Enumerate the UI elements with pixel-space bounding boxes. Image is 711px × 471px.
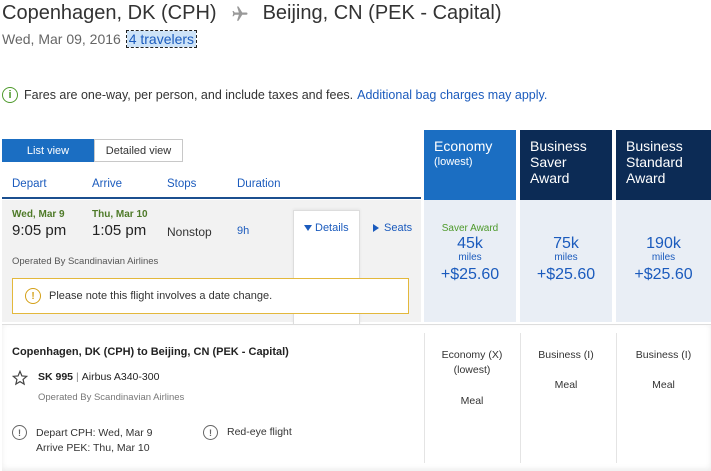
miles-amount: 45k (457, 235, 483, 252)
fare-notice-text: Fares are one-way, per person, and inclu… (24, 88, 354, 102)
info-icon: i (2, 87, 18, 103)
caret-right-icon (373, 224, 379, 232)
cabin-class: Business (I) (635, 349, 692, 361)
depart-info: Depart CPH: Wed, Mar 9 (36, 427, 153, 439)
alert-icon: ! (12, 425, 27, 440)
fare-header-sub: (lowest) (434, 156, 473, 168)
fare-header-business-saver[interactable]: Business Saver Award (520, 130, 612, 200)
cabin-class: Business (I) (538, 349, 594, 361)
meal-info: Meal (460, 395, 484, 407)
fare-price: +$25.60 (634, 266, 693, 283)
caret-down-icon (304, 225, 312, 231)
depart-time: 9:05 pm (12, 222, 67, 239)
header-divider (2, 197, 421, 199)
origin-city: Copenhagen, DK (CPH) (2, 2, 217, 24)
flight-number: SK 995 (38, 371, 74, 383)
sort-arrive[interactable]: Arrive (92, 178, 123, 190)
seats-label: Seats (384, 222, 413, 234)
route-title: Copenhagen, DK (CPH) Beijing, CN (PEK - … (2, 2, 502, 25)
aircraft-type: Airbus A340-300 (81, 371, 160, 383)
arrive-date: Thu, Mar 10 (92, 209, 148, 220)
stops-value: Nonstop (167, 225, 212, 239)
miles-label: miles (651, 252, 676, 263)
panel-divider (424, 333, 425, 463)
sort-stops[interactable]: Stops (167, 178, 197, 190)
sort-duration[interactable]: Duration (237, 178, 281, 190)
fare-header-economy[interactable]: Economy (lowest) (424, 130, 516, 200)
details-link[interactable]: Details (304, 222, 349, 234)
list-view-button[interactable]: List view (2, 139, 94, 162)
arrive-info: Arrive PEK: Thu, Mar 10 (36, 442, 150, 454)
warning-icon: ! (25, 288, 41, 304)
travelers-link[interactable]: 4 travelers (125, 30, 198, 48)
depart-date: Wed, Mar 9 (12, 209, 65, 220)
arrive-time: 1:05 pm (92, 222, 147, 239)
miles-label: miles (458, 252, 482, 263)
fare-cell-business-standard[interactable]: 190k miles +$25.60 (616, 200, 711, 322)
detailed-view-button[interactable]: Detailed view (94, 139, 183, 162)
fare-price: +$25.60 (536, 266, 596, 283)
alert-icon: ! (203, 425, 218, 440)
trip-subline: Wed, Mar 09, 2016 4 travelers (2, 30, 198, 48)
cabin-business-saver: Business (I) Meal (520, 348, 612, 393)
award-type (520, 223, 612, 235)
cabin-sub: (lowest) (453, 364, 491, 376)
sort-depart[interactable]: Depart (12, 178, 47, 190)
fare-notice: i Fares are one-way, per person, and inc… (2, 87, 547, 103)
segment-title: Copenhagen, DK (CPH) to Beijing, CN (PEK… (12, 346, 289, 358)
flight-number-line: SK 995 | Airbus A340-300 (38, 371, 160, 383)
date-change-text: Please note this flight involves a date … (49, 290, 273, 302)
seats-link[interactable]: Seats (373, 222, 412, 234)
fare-header-business-standard[interactable]: Business Standard Award (616, 130, 711, 200)
miles-label: miles (554, 252, 578, 263)
fare-header-title: Business Saver Award (530, 138, 587, 186)
travel-date: Wed, Mar 09, 2016 (2, 31, 121, 47)
operated-by: Operated By Scandinavian Airlines (12, 256, 159, 267)
panel-divider (520, 333, 521, 463)
fare-header-title: Economy (434, 138, 493, 154)
fare-cell-economy[interactable]: Saver Award 45k miles +$25.60 (424, 200, 516, 322)
duration-value[interactable]: 9h (237, 225, 250, 237)
cabin-business-standard: Business (I) Meal (616, 348, 711, 393)
details-label: Details (315, 222, 349, 234)
cabin-class: Economy (X) (441, 349, 503, 361)
fare-cell-business-saver[interactable]: 75k miles +$25.60 (520, 200, 612, 322)
date-change-notice: ! Please note this flight involves a dat… (12, 278, 409, 314)
star-alliance-icon (11, 369, 29, 391)
award-type (616, 223, 711, 235)
red-eye-notice: Red-eye flight (227, 426, 292, 438)
flight-details-panel (2, 324, 711, 471)
panel-operated-by: Operated By Scandinavian Airlines (38, 392, 185, 403)
airplane-icon (231, 5, 249, 23)
meal-info: Meal (554, 379, 578, 391)
award-type: Saver Award (441, 223, 499, 234)
fare-price: +$25.60 (440, 266, 500, 283)
miles-amount: 190k (646, 235, 681, 252)
cabin-economy: Economy (X) (lowest) Meal (428, 348, 516, 409)
fare-header-title: Business Standard Award (626, 138, 683, 186)
meal-info: Meal (652, 379, 675, 391)
date-info: Depart CPH: Wed, Mar 9 Arrive PEK: Thu, … (36, 426, 153, 456)
miles-amount: 75k (553, 235, 579, 252)
bag-charges-link[interactable]: Additional bag charges may apply. (357, 88, 548, 102)
destination-city: Beijing, CN (PEK - Capital) (262, 2, 502, 24)
panel-divider (616, 333, 617, 463)
